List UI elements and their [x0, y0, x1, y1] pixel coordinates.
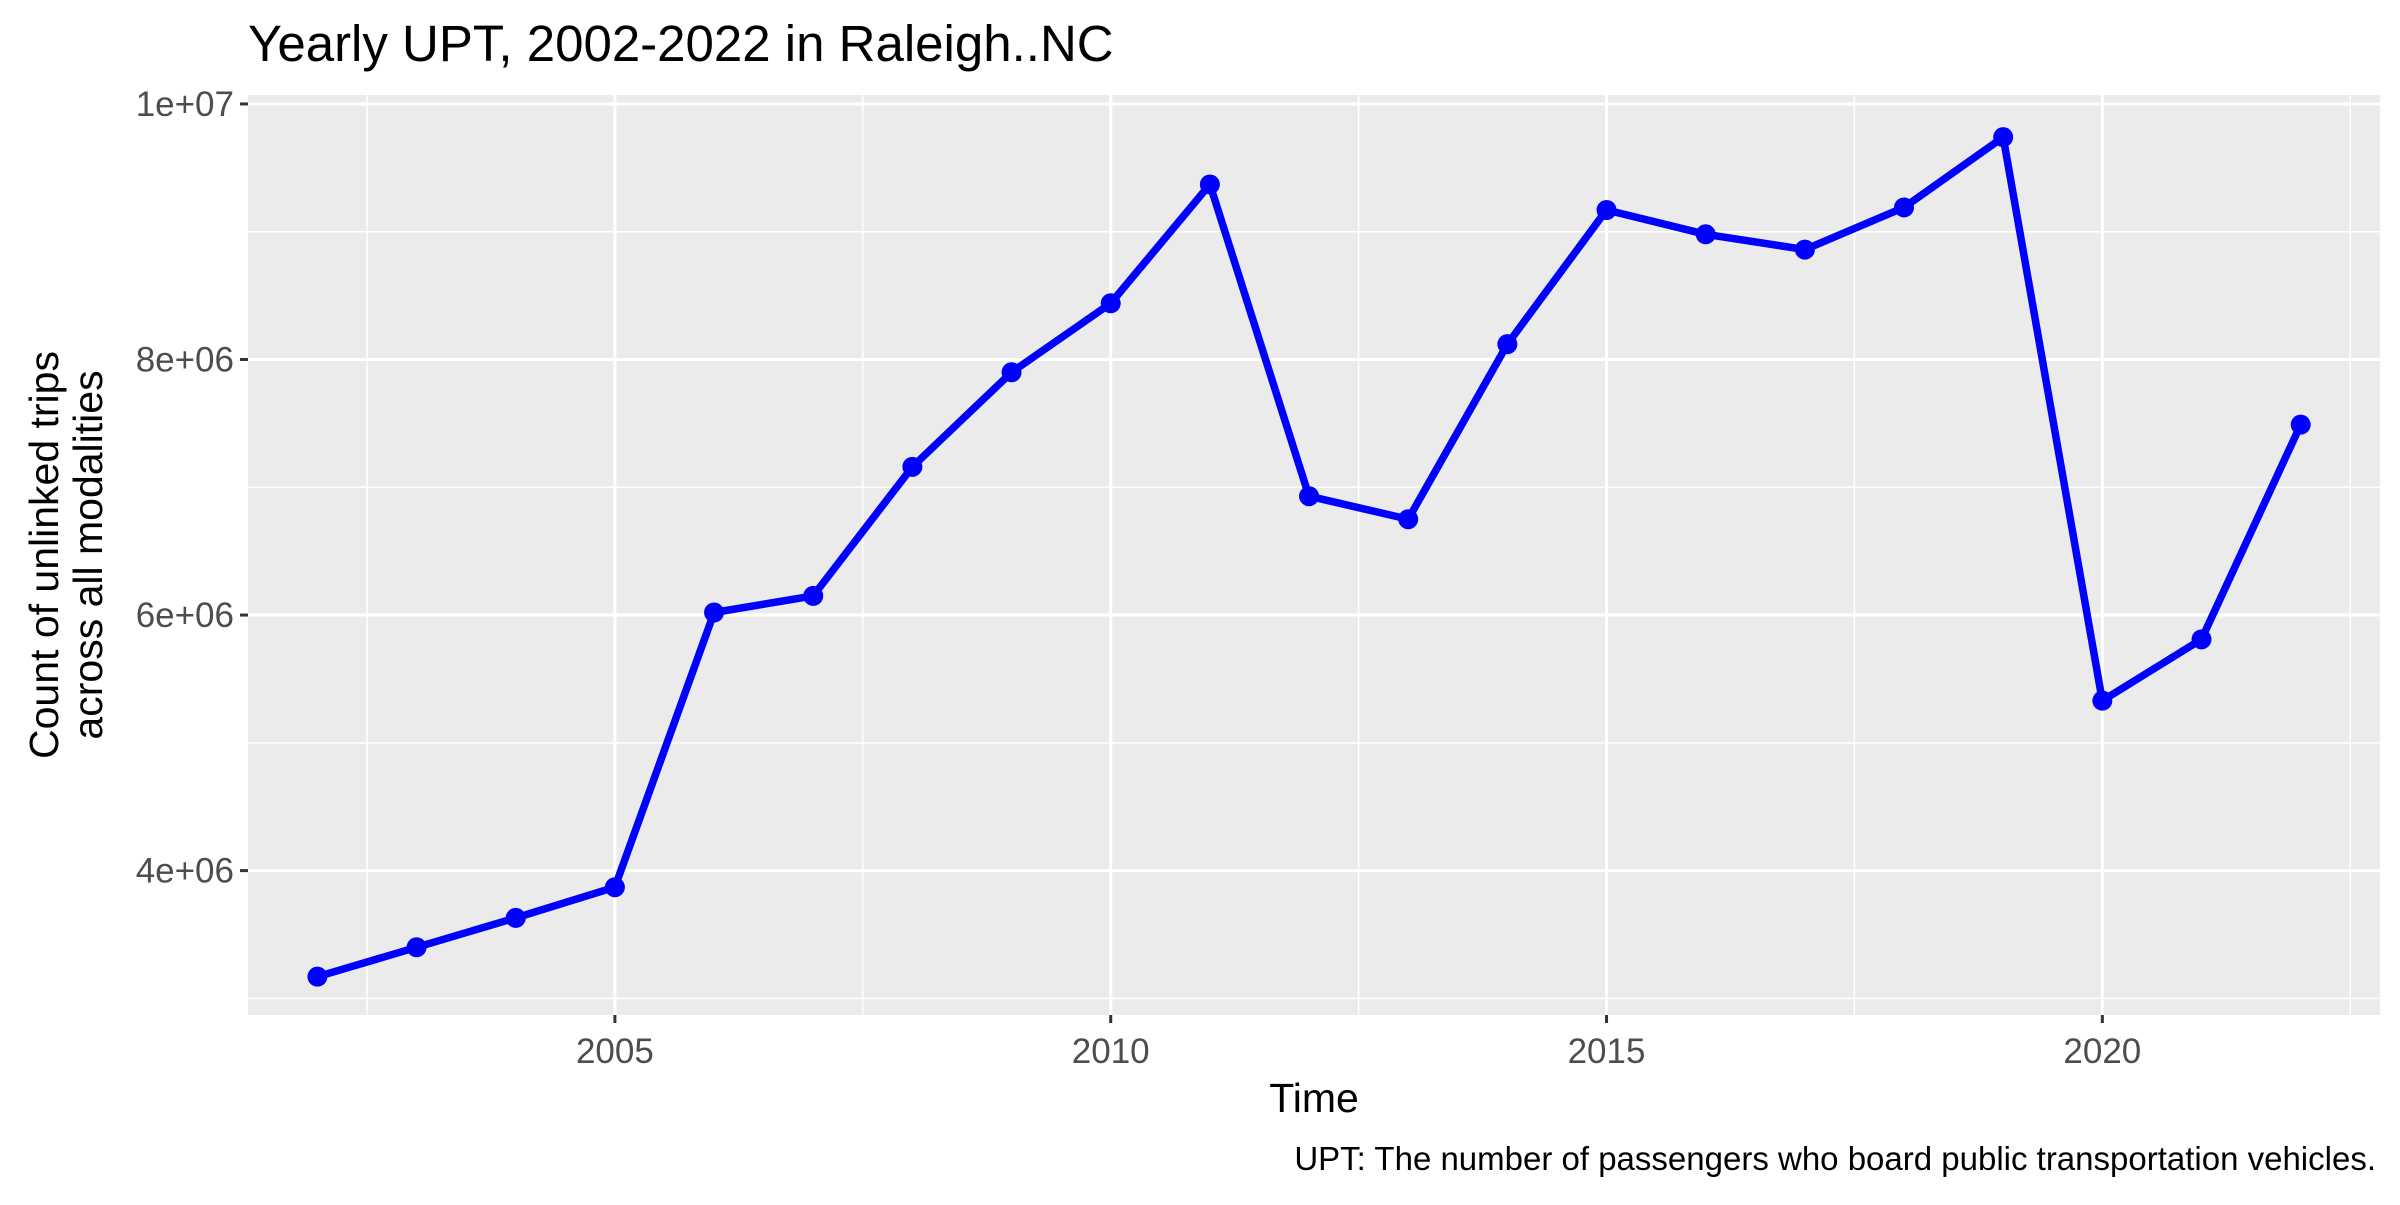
y-axis-title-line-2: across all modalities — [65, 370, 111, 739]
x-tick-label-3: 2020 — [2063, 1032, 2141, 1071]
y-axis: 4e+06 6e+06 8e+06 1e+07 — [136, 85, 248, 891]
data-point-2005 — [604, 877, 625, 898]
data-point-2010 — [1100, 293, 1121, 314]
data-point-2002 — [307, 966, 328, 987]
major-gridlines — [248, 95, 2380, 1015]
data-point-2012 — [1299, 486, 1320, 507]
series-layer — [307, 127, 2311, 987]
data-point-2008 — [902, 456, 923, 477]
x-tick-label-0: 2005 — [576, 1032, 654, 1071]
chart-caption: UPT: The number of passengers who board … — [1294, 1140, 2376, 1177]
x-tick-label-1: 2010 — [1072, 1032, 1150, 1071]
y-tick-label-3: 1e+07 — [136, 85, 234, 124]
y-axis-title: Count of unlinked trips across all modal… — [21, 351, 111, 759]
data-point-2017 — [1794, 239, 1815, 260]
chart-title: Yearly UPT, 2002-2022 in Raleigh..NC — [248, 15, 1114, 72]
y-axis-title-line-1: Count of unlinked trips — [21, 351, 67, 759]
data-point-2011 — [1199, 174, 1220, 195]
data-point-2006 — [704, 602, 725, 623]
data-point-2003 — [406, 937, 427, 958]
data-point-2019 — [1993, 127, 2014, 148]
data-point-2022 — [2290, 414, 2311, 435]
data-point-2014 — [1497, 334, 1518, 355]
data-point-2004 — [505, 907, 526, 928]
data-point-2009 — [1001, 362, 1022, 383]
data-point-2020 — [2092, 690, 2113, 711]
x-tick-label-2: 2015 — [1568, 1032, 1646, 1071]
y-tick-label-2: 8e+06 — [136, 341, 234, 380]
x-axis-title: Time — [1269, 1075, 1359, 1121]
x-axis: 2005 2010 2015 2020 — [576, 1015, 2141, 1071]
data-point-2015 — [1596, 200, 1617, 220]
y-tick-label-0: 4e+06 — [136, 852, 234, 891]
data-point-2021 — [2191, 629, 2212, 650]
minor-gridlines — [248, 95, 2380, 1015]
y-tick-label-1: 6e+06 — [136, 596, 234, 635]
data-point-2007 — [803, 585, 824, 606]
data-point-2016 — [1695, 224, 1716, 245]
data-point-2013 — [1398, 509, 1419, 530]
data-point-2018 — [1894, 197, 1915, 218]
plot-panel — [248, 95, 2380, 1015]
